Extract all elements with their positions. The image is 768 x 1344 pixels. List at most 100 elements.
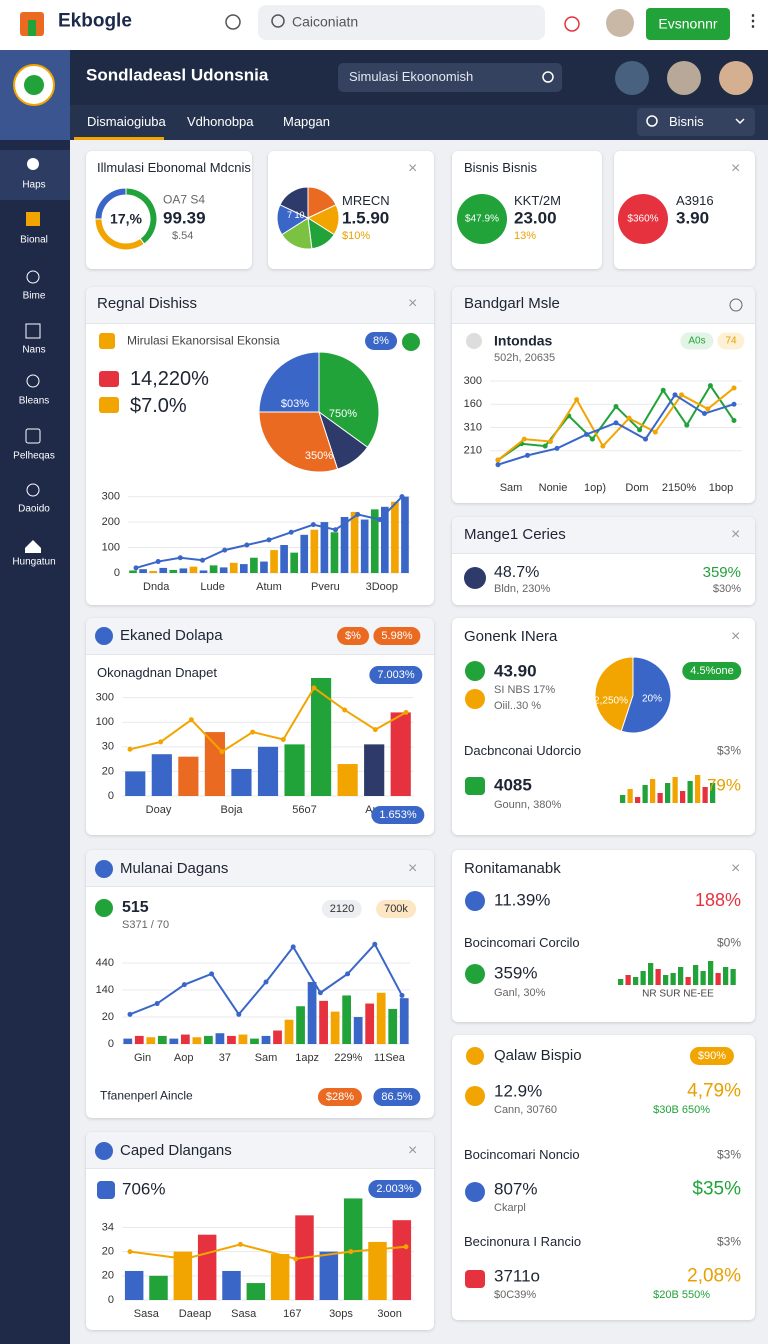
info-icon[interactable] [729,298,743,312]
point [209,971,215,977]
avatar[interactable] [719,61,753,95]
close-icon[interactable]: × [731,628,741,645]
tab[interactable]: Dismaiogiuba [87,113,166,129]
avatar[interactable] [615,61,649,95]
icon [97,1181,115,1199]
point [188,717,194,723]
nav-icon[interactable] [27,158,39,170]
mini-bar [723,967,729,985]
nav-label[interactable]: Bleans [18,395,50,407]
label: 2,08% [687,1265,741,1287]
x-tick-label: Aop [174,1052,194,1064]
point [613,420,619,426]
mini-bar [672,777,678,803]
point [554,445,560,451]
bar [149,570,158,573]
bar [319,1251,339,1300]
primary-button[interactable] [646,8,730,40]
close-icon[interactable]: × [408,860,418,877]
bar [250,1038,259,1044]
mini-bar [700,971,706,985]
close-icon[interactable]: × [408,160,418,177]
close-icon[interactable]: × [731,160,741,177]
menu-icon[interactable]: ⋮ [745,13,761,30]
label: Ganl, 30% [494,986,546,999]
bar [219,567,228,573]
dropdown-label[interactable]: Bisnis [669,113,704,129]
nav-icon[interactable] [25,540,41,553]
mini-bar [687,781,693,803]
chat-icon[interactable] [225,14,241,30]
nav-label[interactable]: Pelheqas [13,450,55,462]
nav-icon[interactable] [26,483,40,497]
label: Mirulasi Ekanorsisal Ekonsia [127,333,280,348]
nav-icon[interactable] [25,323,41,339]
card-title: Bandgarl Msle [464,294,560,312]
label: Intondas [494,332,553,349]
mini-bar [680,791,686,803]
tag: 1.653% [371,805,425,825]
close-icon[interactable]: × [731,526,741,543]
y-tick-label: 20 [102,765,114,777]
nav-label[interactable]: Bional [20,234,48,246]
close-icon[interactable]: × [408,1142,418,1159]
x-tick-label: 56o7 [292,804,316,816]
nav-label[interactable]: Bime [22,290,46,302]
nav-label[interactable]: Haps [22,179,46,191]
nav-icon[interactable] [25,428,41,444]
label: 99.39 [163,208,206,228]
point [600,443,606,449]
pie-label: 750% [328,407,358,420]
x-tick-label: Dnda [143,581,170,593]
icon [464,567,486,589]
mini-bar [665,783,671,803]
point [236,1011,242,1017]
tag: $90% [689,1046,735,1066]
bar [342,995,352,1044]
point [542,443,548,449]
pie-slice [279,186,309,219]
bell-icon[interactable] [564,16,580,32]
nav-icon[interactable] [26,270,40,284]
label: 79% [706,775,741,795]
card-title: Qalaw Bispio [494,1046,582,1064]
bar [365,1003,375,1044]
icon [465,689,485,709]
bar [330,1011,340,1044]
search-box[interactable] [258,5,545,40]
point [403,1244,409,1250]
point [280,736,286,742]
bar [227,1035,236,1044]
nav-label[interactable]: Nans [22,344,46,356]
label: $7.0% [130,395,187,417]
header-search[interactable] [338,63,562,92]
bar [330,532,339,573]
label: 359% [494,963,538,983]
label: 17,% [110,210,142,227]
icon [95,1142,113,1160]
button-label[interactable]: Evsnonnr [658,15,718,32]
y-tick-label: 300 [102,491,120,503]
nav-icon[interactable] [26,374,40,388]
nav-label[interactable]: Hungatun [12,556,56,568]
close-icon[interactable]: × [731,860,741,877]
sidebar [0,50,70,1344]
nav-label[interactable]: Daoido [18,503,50,515]
bar [257,746,279,796]
bar [290,552,299,573]
avatar[interactable] [606,9,634,37]
search-placeholder[interactable]: Caiconiatn [292,13,359,30]
avatar[interactable] [667,61,701,95]
search-placeholder[interactable]: Simulasi Ekoonomish [349,68,474,84]
y-tick-label: 200 [102,516,120,528]
bar [179,568,188,573]
tab[interactable]: Vdhonobpa [187,113,254,129]
mini-bar [620,795,626,803]
label: 502h, 20635 [494,351,556,364]
label: $3% [716,1234,741,1249]
close-icon[interactable]: × [408,295,418,312]
tab[interactable]: Mapgan [283,113,330,129]
y-tick-label: 20 [102,1246,114,1258]
nav-icon[interactable] [26,212,40,226]
label: 359% [702,563,741,581]
